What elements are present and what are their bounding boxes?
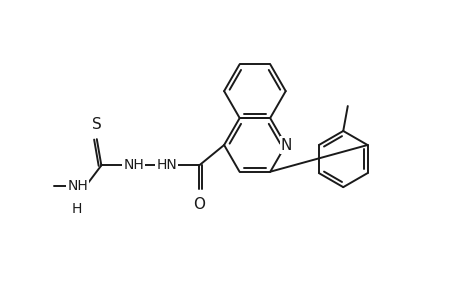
Text: NH: NH bbox=[123, 158, 144, 172]
Text: HN: HN bbox=[156, 158, 177, 172]
Text: S: S bbox=[92, 117, 101, 132]
Text: NH: NH bbox=[67, 179, 88, 193]
Text: O: O bbox=[193, 197, 205, 212]
Text: H: H bbox=[72, 202, 82, 216]
Text: N: N bbox=[280, 137, 291, 152]
